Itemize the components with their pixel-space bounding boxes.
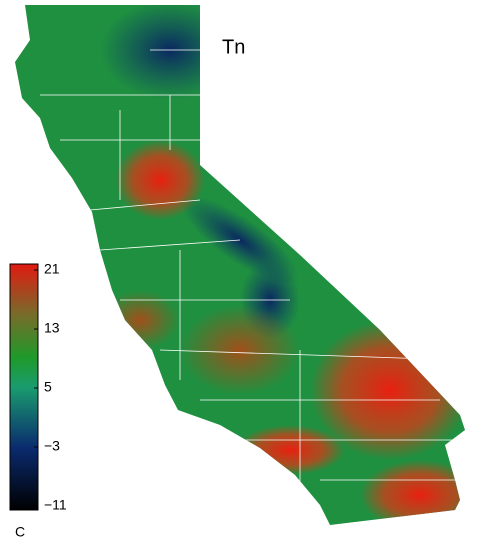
colorbar [9, 263, 39, 511]
colorbar-unit: C [15, 524, 25, 540]
colorbar-tick-label: 13 [44, 320, 60, 336]
colorbar-tick-label: −3 [44, 438, 60, 454]
colorbar-tick-label: −11 [44, 497, 67, 513]
map-title: Tn [222, 36, 245, 58]
colorbar-tick-label: 5 [44, 379, 52, 395]
colorbar-tick-label: 21 [44, 261, 60, 277]
